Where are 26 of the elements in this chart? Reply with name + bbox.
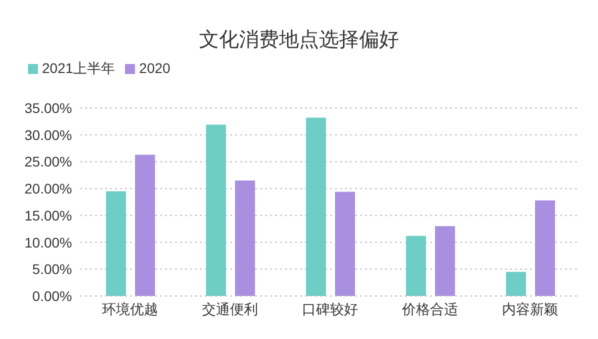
x-tick-label: 口碑较好 [302,300,358,317]
bar [335,192,355,296]
legend-label: 2020 [139,60,170,76]
bar [435,226,455,296]
bar [406,236,426,296]
y-tick-label: 5.00% [32,261,72,278]
legend-label: 2021上半年 [42,60,116,76]
y-tick-label: 15.00% [24,207,72,224]
chart-title: 文化消费地点选择偏好 [198,28,400,53]
y-tick-label: 25.00% [24,154,72,170]
x-tick-label: 交通便利 [202,300,258,317]
bar [206,124,226,296]
bar [535,200,555,296]
bar [235,180,255,296]
bar [106,191,126,296]
x-tick-label: 价格合适 [401,300,458,317]
y-tick-label: 30.00% [24,126,72,143]
x-tick-label: 内容新颖 [502,300,558,317]
y-tick-label: 10.00% [24,234,72,250]
x-tick-label: 环境优越 [102,300,158,317]
y-tick-label: 20.00% [24,180,72,197]
y-tick-label: 0.00% [32,288,72,304]
y-tick-label: 35.00% [24,100,72,116]
bar [506,272,526,296]
bar [135,154,155,296]
bar [306,118,326,296]
